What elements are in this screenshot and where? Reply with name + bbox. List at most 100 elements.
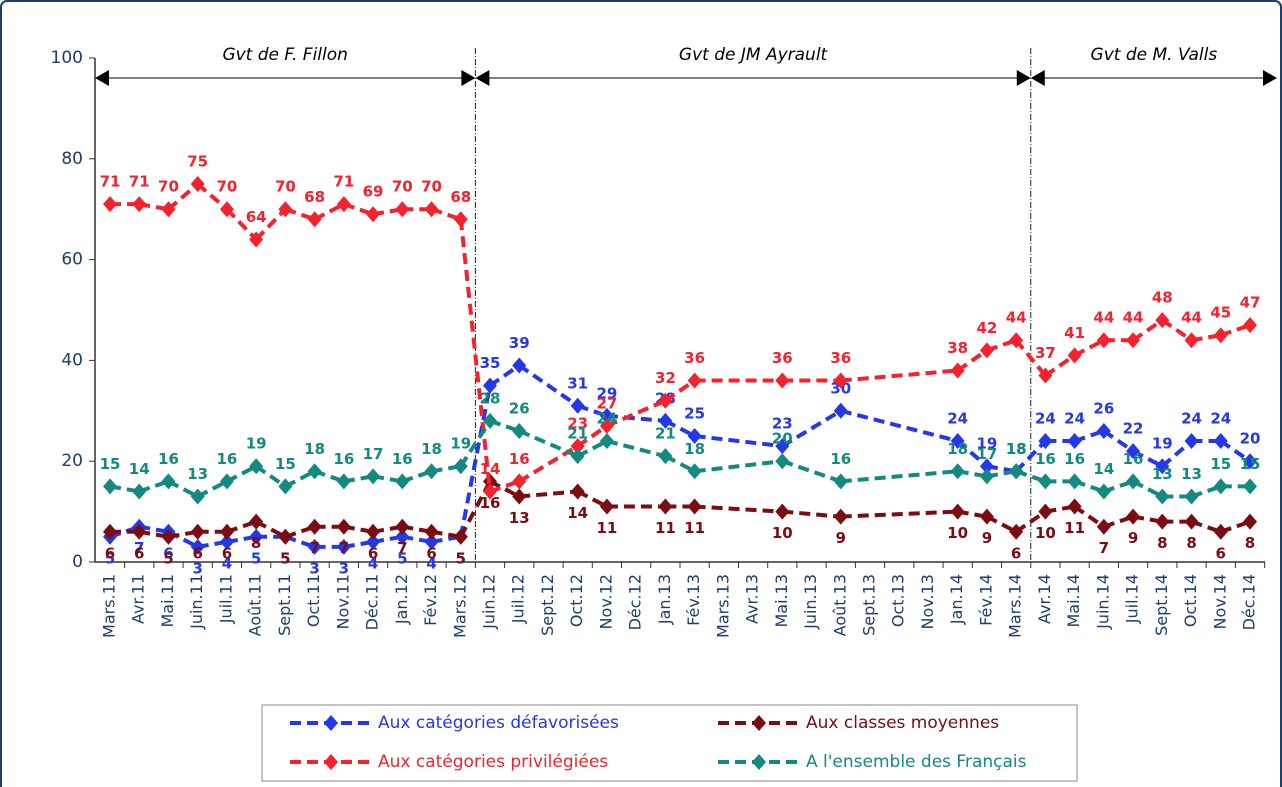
x-tick-label: Août.11 (246, 574, 265, 636)
x-tick-label: Avr.13 (743, 574, 762, 624)
legend-box (261, 704, 1078, 782)
data-label: 41 (1064, 324, 1085, 342)
data-label: 13 (1152, 465, 1173, 483)
x-tick-label: Juil.12 (509, 574, 528, 624)
x-tick-label: Août.13 (830, 574, 849, 636)
marker (1213, 433, 1228, 450)
marker (424, 523, 439, 540)
data-label: 70 (158, 178, 179, 196)
data-label: 18 (1006, 440, 1027, 458)
line-segment (694, 459, 783, 474)
marker (161, 528, 176, 545)
marker (483, 483, 497, 500)
x-tick-label: Jan.13 (655, 574, 674, 625)
data-label: 18 (1006, 440, 1027, 458)
line-segment (986, 514, 1018, 534)
data-label: 19 (246, 435, 267, 453)
x-tick-label: Déc.12 (626, 574, 645, 630)
x-tick-label: Mai.11 (158, 574, 177, 628)
line-segment (167, 479, 199, 499)
x-tick-label: Déc.14 (1240, 574, 1259, 630)
line-segment (1073, 338, 1105, 358)
legend-label: Aux catégories défavorisées (378, 713, 619, 733)
marker (190, 538, 205, 555)
data-label: 7 (134, 539, 144, 557)
marker (599, 407, 614, 424)
marker (103, 478, 117, 495)
data-label: 17 (976, 445, 997, 463)
marker (775, 372, 790, 389)
line-segment (518, 363, 579, 408)
marker (599, 417, 614, 434)
marker (483, 377, 497, 394)
line-segment (196, 479, 228, 499)
legend-marker (752, 715, 766, 731)
data-label: 36 (772, 349, 793, 367)
marker (336, 473, 351, 490)
marker (453, 458, 468, 475)
x-tick-label: Mars.13 (713, 574, 732, 638)
x-tick-label: Déc.11 (363, 574, 382, 630)
marker (658, 498, 673, 515)
data-label: 5 (456, 549, 466, 567)
data-label: 9 (1128, 529, 1138, 547)
data-label: 44 (1181, 309, 1202, 327)
line-segment (313, 202, 345, 222)
data-label: 36 (684, 349, 705, 367)
line-segment (1132, 479, 1164, 499)
data-label: 44 (1123, 309, 1144, 327)
marker (1009, 463, 1024, 480)
data-label: 9 (982, 529, 992, 547)
data-label: 15 (1240, 455, 1261, 473)
data-label: 10 (947, 524, 968, 542)
line-segment (1102, 429, 1135, 453)
marker (161, 201, 176, 218)
marker (219, 533, 234, 550)
data-label: 6 (163, 544, 173, 562)
data-label: 6 (1216, 544, 1226, 562)
data-label: 26 (1093, 399, 1114, 417)
data-label: 22 (1123, 420, 1144, 438)
data-label: 68 (450, 188, 471, 206)
x-tick-label: Sept.14 (1152, 574, 1171, 636)
marker (658, 392, 673, 409)
line-segment (664, 454, 696, 474)
line-segment (782, 509, 841, 519)
data-label: 7 (397, 539, 407, 557)
line-segment (488, 363, 521, 388)
data-label: 29 (596, 384, 617, 402)
data-label: 6 (426, 544, 436, 562)
data-label: 23 (567, 415, 588, 433)
marker (1213, 327, 1228, 344)
marker (950, 362, 965, 379)
marker (453, 528, 468, 545)
line-segment (284, 469, 316, 489)
line-segment (956, 439, 989, 468)
line-segment (226, 464, 258, 484)
marker (161, 473, 176, 490)
legend-label: Aux classes moyennes (806, 713, 999, 733)
data-label: 16 (509, 450, 530, 468)
line-segment (840, 408, 959, 443)
data-label: 5 (105, 549, 115, 567)
line-segment (225, 207, 258, 241)
line-segment (255, 464, 287, 489)
line-segment (519, 489, 578, 499)
line-segment (196, 182, 229, 211)
x-tick-label: Juin.14 (1093, 574, 1112, 630)
data-label: 6 (105, 544, 115, 562)
line-segment (1161, 439, 1193, 468)
line-segment (489, 479, 521, 499)
x-tick-label: Juil.11 (216, 574, 235, 624)
marker (424, 463, 439, 480)
x-tick-label: Juin.12 (480, 574, 499, 630)
line-segment (1014, 439, 1047, 473)
data-label: 8 (251, 534, 261, 552)
marker (658, 448, 673, 465)
line-segment (459, 419, 492, 468)
marker (687, 372, 702, 389)
y-tick-label: 0 (72, 552, 83, 572)
data-label: 6 (192, 544, 202, 562)
line-segment (1132, 449, 1164, 469)
data-label: 75 (187, 153, 208, 171)
